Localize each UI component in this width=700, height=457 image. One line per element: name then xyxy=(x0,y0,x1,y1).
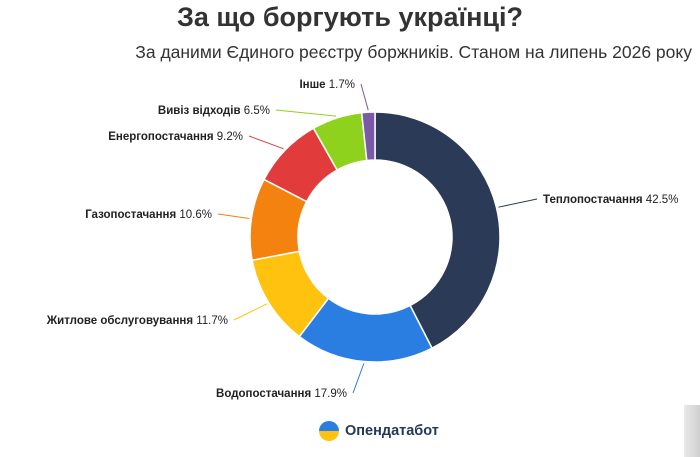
slice-label-теплопостачання: Теплопостачання 42.5% xyxy=(543,194,678,206)
leader-line-теплопостачання xyxy=(498,198,538,208)
corner-shade xyxy=(684,405,700,457)
leader-line-інше xyxy=(360,83,369,111)
slice-інше xyxy=(360,111,376,162)
slice-теплопостачання xyxy=(374,111,501,349)
brand-name: Опендатабот xyxy=(345,423,439,439)
chart-subtitle: За даними Єдиного реєстру боржників. Ста… xyxy=(135,42,692,62)
chart-title: За що боргують українці? xyxy=(176,2,524,32)
leader-line-вивіз-відходів xyxy=(275,109,337,117)
slice-label-водопостачання: Водопостачання 17.9% xyxy=(216,388,347,400)
slice-label-енергопостачання: Енергопостачання 9.2% xyxy=(108,131,243,143)
slice-label-інше: Інше 1.7% xyxy=(299,79,355,91)
leader-line-енергопостачання xyxy=(248,135,284,150)
leader-line-газопостачання xyxy=(217,213,250,220)
slice-label-вивіз-відходів: Вивіз відходів 6.5% xyxy=(158,105,270,117)
leader-line-водопостачання xyxy=(352,363,365,394)
slice-label-газопостачання: Газопостачання 10.6% xyxy=(85,209,212,221)
opendatabot-logo-icon xyxy=(319,421,339,441)
slice-label-житлове-обслуговування: Житлове обслуговування 11.7% xyxy=(46,315,228,327)
leader-line-житлове-обслуговування xyxy=(233,303,268,321)
brand-logo: Опендатабот xyxy=(318,419,439,443)
